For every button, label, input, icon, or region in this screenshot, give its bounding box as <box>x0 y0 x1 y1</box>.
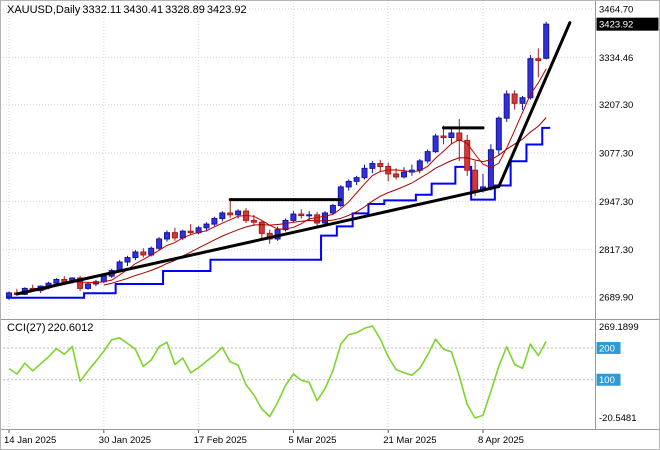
candle-body <box>424 151 431 162</box>
indicator-plot-area[interactable] <box>1 320 595 429</box>
current-price-label: 3423.92 <box>599 20 633 31</box>
candle-body <box>322 212 328 224</box>
candle-body <box>53 278 60 284</box>
price-axis-label: 2689.90 <box>599 293 633 304</box>
cci-line[interactable] <box>8 325 547 419</box>
axis-labels-layer: 3464.70 3334.46 3207.30 3077.30 2947.30 2817.… <box>4 5 659 446</box>
candle-body <box>282 219 289 231</box>
candle-body <box>219 212 226 220</box>
candle-body <box>132 251 139 259</box>
candle-body <box>369 163 376 169</box>
candle-body <box>77 277 84 289</box>
candle-body <box>6 292 12 298</box>
trend-line[interactable] <box>497 21 572 189</box>
cci-min-label: -20.5481 <box>599 413 637 424</box>
ohlc-high-value: 3430.41 <box>123 4 164 16</box>
current-price-badge <box>596 17 659 31</box>
candle-body <box>329 205 336 214</box>
date-label: 17 Feb 2025 <box>194 435 247 446</box>
date-label: 21 Mar 2025 <box>383 435 436 446</box>
support-step-line[interactable] <box>6 126 551 299</box>
trend-line[interactable] <box>15 185 501 296</box>
candle-body <box>314 214 321 224</box>
date-label: 30 Jan 2025 <box>99 435 151 446</box>
candle-body <box>393 173 400 178</box>
symbol-period-label: XAUUSD,Daily <box>7 4 81 16</box>
candle-body <box>290 213 297 221</box>
candle-body <box>511 93 518 104</box>
cci-level-badge <box>596 341 621 354</box>
candle-body <box>235 210 242 216</box>
candle-body <box>503 93 510 119</box>
candle-body <box>464 139 471 171</box>
candle-body <box>203 223 210 229</box>
candle-body <box>416 160 423 171</box>
candle-body <box>345 180 352 188</box>
cci-level-badge <box>596 373 621 386</box>
candle-body <box>164 232 170 240</box>
time-scale-area[interactable] <box>1 430 659 449</box>
candle-body <box>250 219 257 223</box>
candle-body <box>124 257 131 263</box>
cci-level-label: 100 <box>599 375 615 386</box>
candle-body <box>440 135 447 138</box>
candle-body <box>187 230 194 234</box>
candle-body <box>353 177 360 182</box>
candle-body <box>140 251 147 256</box>
candle-body <box>535 58 542 62</box>
candle-body <box>85 283 91 289</box>
candle-body <box>306 214 313 217</box>
indicator-value-label: 220.6012 <box>47 322 94 334</box>
ohlc-close-value: 3423.92 <box>206 4 247 16</box>
price-panel <box>6 21 572 300</box>
candle-body <box>527 58 534 99</box>
price-scale-area[interactable] <box>596 1 659 429</box>
candle-body <box>171 232 178 239</box>
candle-body <box>211 218 218 225</box>
price-axis-label: 2817.30 <box>599 245 633 256</box>
indicator-panel <box>3 325 594 419</box>
candle-body <box>227 212 234 216</box>
indicator-name-label: CCI(27) <box>7 322 46 334</box>
price-axis-label: 2947.30 <box>599 197 633 208</box>
cci-max-label: 269.1899 <box>599 322 639 333</box>
candle-body <box>543 23 550 59</box>
ohlc-open-value: 3332.11 <box>82 4 122 16</box>
candle-body <box>298 213 305 217</box>
candle-body <box>448 132 455 138</box>
candle-body <box>519 97 526 104</box>
candle-body <box>495 117 502 151</box>
date-label: 8 Apr 2025 <box>478 435 524 446</box>
indicator-header: CCI(27) 220.6012 <box>7 322 95 334</box>
candle-body <box>156 238 163 249</box>
candle-body <box>258 221 265 234</box>
cci-level-label: 200 <box>599 343 615 354</box>
price-axis-label: 3464.70 <box>599 5 633 16</box>
ohlc-low-value: 3328.89 <box>165 4 205 16</box>
candle-body <box>61 278 68 283</box>
candle-body <box>337 186 344 207</box>
date-label: 14 Jan 2025 <box>4 435 56 446</box>
price-axis-label: 3334.46 <box>599 53 633 64</box>
candle-body <box>377 163 384 167</box>
grid-layer <box>3 3 594 428</box>
price-axis-label: 3077.30 <box>599 149 633 160</box>
candle-body <box>432 135 439 153</box>
symbol-ohlc-header: XAUUSD,Daily 3332.11 3430.41 3328.89 3423.92 <box>7 4 249 16</box>
candle-body <box>361 167 368 179</box>
candle-body <box>401 171 407 178</box>
date-label: 5 Mar 2025 <box>288 435 336 446</box>
price-axis-label: 3207.30 <box>599 100 633 111</box>
chart-plot-area[interactable] <box>1 1 595 319</box>
candle-body <box>456 132 463 141</box>
